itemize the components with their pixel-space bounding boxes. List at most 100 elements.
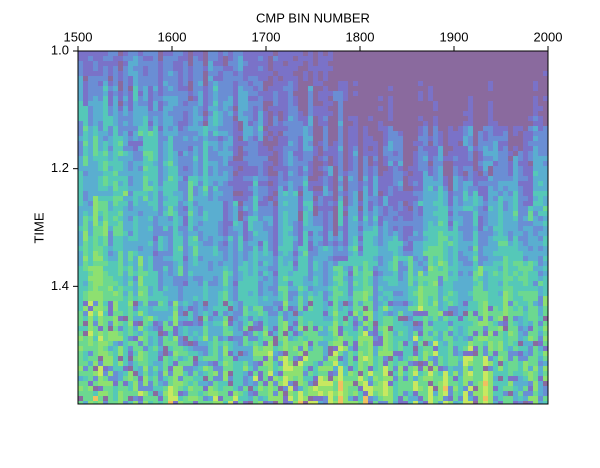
image-cell bbox=[143, 206, 148, 211]
image-cell bbox=[268, 301, 273, 306]
image-cell bbox=[388, 156, 393, 161]
image-cell bbox=[423, 336, 428, 341]
image-cell bbox=[313, 311, 318, 316]
image-cell bbox=[238, 206, 243, 211]
image-cell bbox=[133, 71, 138, 76]
image-cell bbox=[223, 301, 228, 306]
image-cell bbox=[78, 201, 83, 206]
image-cell bbox=[318, 291, 323, 296]
image-cell bbox=[353, 231, 358, 236]
image-cell bbox=[313, 186, 318, 191]
image-cell bbox=[413, 51, 418, 56]
image-cell bbox=[378, 91, 383, 96]
image-cell bbox=[408, 376, 413, 381]
image-cell bbox=[363, 306, 368, 311]
image-cell bbox=[138, 141, 143, 146]
image-cell bbox=[238, 61, 243, 66]
image-cell bbox=[383, 231, 388, 236]
image-cell bbox=[178, 186, 183, 191]
image-cell bbox=[208, 371, 213, 376]
image-cell bbox=[343, 306, 348, 311]
image-cell bbox=[353, 351, 358, 356]
image-cell bbox=[408, 186, 413, 191]
image-cell bbox=[283, 381, 288, 386]
image-cell bbox=[393, 206, 398, 211]
image-cell bbox=[418, 86, 423, 91]
image-cell bbox=[313, 391, 318, 396]
image-cell bbox=[358, 271, 363, 276]
image-cell bbox=[408, 321, 413, 326]
image-cell bbox=[168, 261, 173, 266]
image-cell bbox=[313, 301, 318, 306]
image-cell bbox=[143, 376, 148, 381]
image-cell bbox=[233, 281, 238, 286]
image-cell bbox=[238, 351, 243, 356]
image-cell bbox=[118, 276, 123, 281]
image-cell bbox=[88, 86, 93, 91]
image-cell bbox=[93, 71, 98, 76]
image-cell bbox=[328, 111, 333, 116]
image-cell bbox=[408, 61, 413, 66]
image-cell bbox=[228, 276, 233, 281]
image-cell bbox=[193, 91, 198, 96]
image-cell bbox=[348, 301, 353, 306]
image-cell bbox=[103, 316, 108, 321]
image-cell bbox=[243, 276, 248, 281]
image-cell bbox=[203, 311, 208, 316]
image-cell bbox=[78, 171, 83, 176]
image-cell bbox=[243, 356, 248, 361]
image-cell bbox=[273, 341, 278, 346]
image-cell bbox=[233, 151, 238, 156]
image-cell bbox=[113, 106, 118, 111]
image-cell bbox=[383, 126, 388, 131]
image-cell bbox=[348, 81, 353, 86]
image-cell bbox=[268, 176, 273, 181]
image-cell bbox=[283, 91, 288, 96]
image-cell bbox=[103, 251, 108, 256]
image-cell bbox=[118, 296, 123, 301]
image-cell bbox=[338, 341, 343, 346]
image-cell bbox=[348, 141, 353, 146]
image-cell bbox=[128, 121, 133, 126]
image-cell bbox=[333, 221, 338, 226]
image-cell bbox=[398, 86, 403, 91]
image-cell bbox=[338, 181, 343, 186]
image-cell bbox=[148, 51, 153, 56]
image-cell bbox=[278, 111, 283, 116]
image-cell bbox=[273, 251, 278, 256]
image-cell bbox=[338, 366, 343, 371]
image-cell bbox=[418, 281, 423, 286]
image-cell bbox=[173, 291, 178, 296]
image-cell bbox=[393, 266, 398, 271]
image-cell bbox=[153, 251, 158, 256]
image-cell bbox=[133, 341, 138, 346]
image-cell bbox=[413, 186, 418, 191]
image-cell bbox=[238, 56, 243, 61]
image-cell bbox=[288, 226, 293, 231]
image-cell bbox=[368, 246, 373, 251]
image-cell bbox=[88, 61, 93, 66]
image-cell bbox=[198, 316, 203, 321]
image-cell bbox=[303, 171, 308, 176]
image-cell bbox=[198, 231, 203, 236]
image-cell bbox=[113, 196, 118, 201]
image-cell bbox=[113, 231, 118, 236]
image-cell bbox=[333, 271, 338, 276]
image-cell bbox=[158, 246, 163, 251]
image-cell bbox=[193, 176, 198, 181]
image-cell bbox=[343, 166, 348, 171]
image-cell bbox=[178, 281, 183, 286]
image-cell bbox=[318, 271, 323, 276]
image-cell bbox=[273, 211, 278, 216]
image-cell bbox=[223, 201, 228, 206]
image-cell bbox=[173, 256, 178, 261]
image-cell bbox=[133, 336, 138, 341]
image-cell bbox=[128, 216, 133, 221]
image-cell bbox=[338, 371, 343, 376]
image-cell bbox=[158, 76, 163, 81]
image-cell bbox=[133, 191, 138, 196]
image-cell bbox=[108, 96, 113, 101]
image-cell bbox=[208, 296, 213, 301]
image-cell bbox=[223, 391, 228, 396]
image-cell bbox=[363, 96, 368, 101]
